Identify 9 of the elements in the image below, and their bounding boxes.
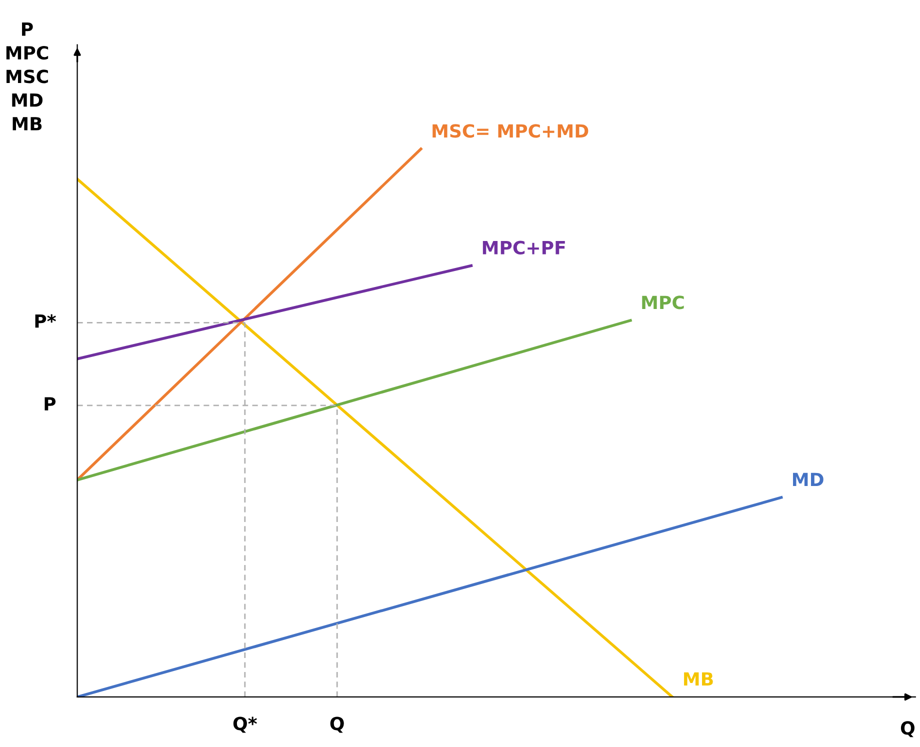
series-label: MSC= MPC+MD [432, 124, 588, 138]
annotation: P [44, 397, 56, 410]
y-axis-title: P MPC MSC MD MB [6, 22, 48, 130]
x-tick-label: Q* [233, 716, 257, 733]
series-label: MPC+PF [482, 240, 565, 254]
annotation: P* [35, 314, 56, 328]
series-label: MD [793, 472, 824, 486]
series-label: MPC [642, 296, 684, 310]
series-label: MB [684, 672, 713, 686]
